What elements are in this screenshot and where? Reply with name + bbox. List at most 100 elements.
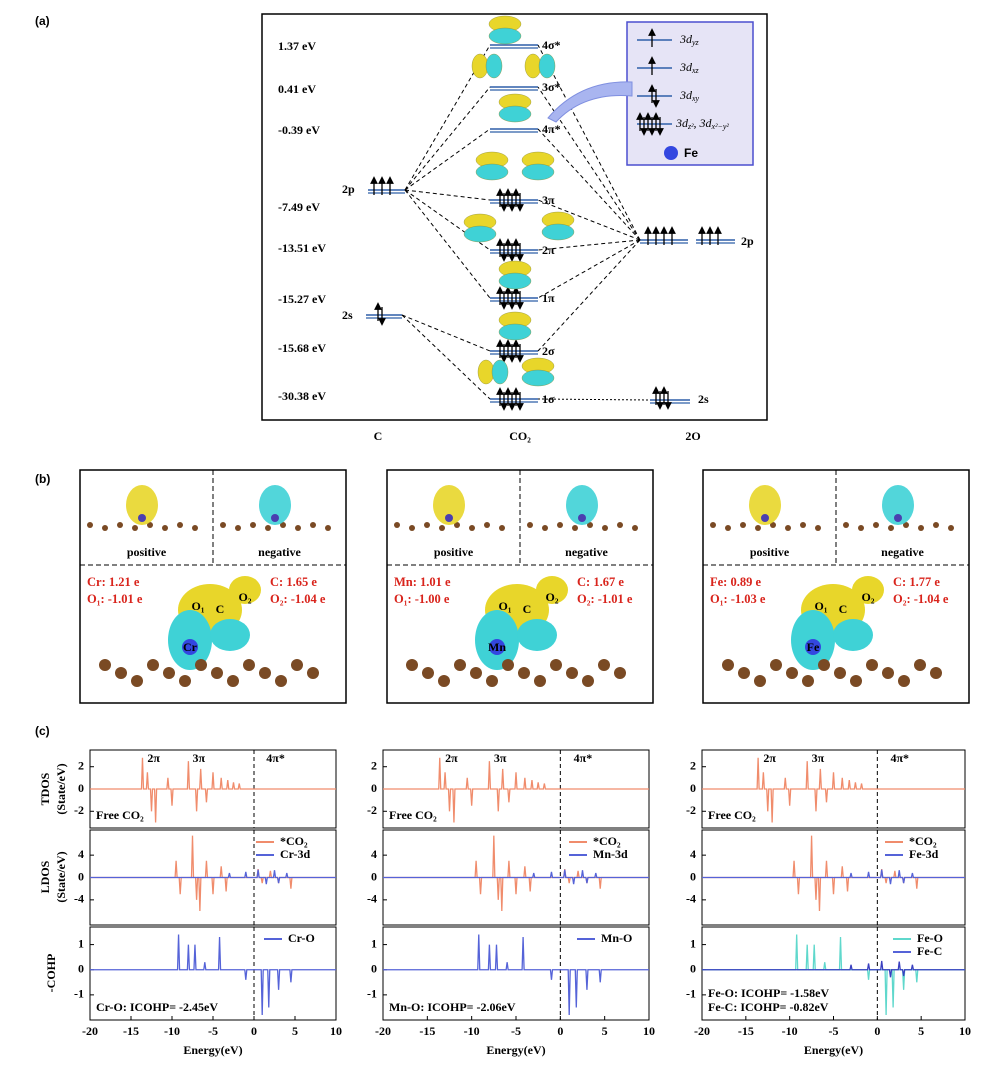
carbon-atom	[815, 525, 821, 531]
carbon-atom	[177, 522, 183, 528]
energy-label: -13.51 eV	[278, 241, 326, 255]
legend-text-part: xz	[691, 66, 700, 75]
correlation-line	[537, 44, 641, 241]
carbon-atom	[280, 522, 286, 528]
orbital-lobe	[485, 53, 503, 79]
legend-text: Fe-O	[917, 931, 943, 945]
legend-atom: Fe	[684, 146, 698, 160]
carbon-atom	[948, 525, 954, 531]
carbon-atom	[785, 525, 791, 531]
legend-text-part: , 3d	[694, 116, 713, 130]
level-label: 2p	[342, 182, 355, 196]
x-axis-label: Energy(eV)	[804, 1043, 863, 1057]
metal-atom	[894, 514, 902, 522]
x-tick-label: -15	[123, 1024, 139, 1038]
x-axis-label: Energy(eV)	[486, 1043, 545, 1057]
y-tick-label: -1	[74, 987, 84, 1001]
x-tick-label: 5	[918, 1024, 924, 1038]
atom-label: O₂	[546, 590, 559, 604]
carbon-atom	[873, 522, 879, 528]
carbon-atom	[710, 522, 716, 528]
carbon-atom	[918, 525, 924, 531]
x-tick-label: 10	[330, 1024, 342, 1038]
carbon-atom	[602, 525, 608, 531]
carbon-atom	[99, 659, 111, 671]
energy-label: 1.37 eV	[278, 39, 316, 53]
correlation-line	[404, 128, 491, 191]
plot-note: Fe-C: ICOHP= -0.82eV	[708, 1000, 829, 1014]
x-tick-label: 0	[557, 1024, 563, 1038]
metal-atom	[489, 639, 505, 655]
plot-note: Cr-O: ICOHP= -2.45eV	[96, 1000, 218, 1014]
carbon-atom	[542, 525, 548, 531]
legend-text-part: x²−y²	[711, 122, 730, 131]
spectrum-sketch	[702, 960, 965, 978]
y-tick-label: 0	[371, 869, 377, 883]
legend-text-part: xy	[691, 94, 700, 103]
carbon-atom	[325, 525, 331, 531]
legend-text: Fe-C	[917, 944, 942, 958]
y-tick-label: -4	[367, 892, 377, 906]
plot-note: Free CO₂	[96, 808, 144, 822]
carbon-atom	[587, 522, 593, 528]
energy-label: -7.49 eV	[278, 200, 320, 214]
y-axis-label: LDOS	[38, 860, 52, 893]
atom-label: Mn	[488, 640, 506, 654]
carbon-atom	[220, 522, 226, 528]
carbon-atom	[259, 667, 271, 679]
peak-label: 4π*	[266, 751, 285, 765]
carbon-atom	[834, 667, 846, 679]
carbon-atom	[179, 675, 191, 687]
y-tick-label: 0	[371, 781, 377, 795]
energy-label: -15.27 eV	[278, 292, 326, 306]
atom-label: C	[216, 602, 225, 616]
x-tick-label: 0	[874, 1024, 880, 1038]
charge-label: O₁: -1.03 e	[710, 592, 766, 606]
orbital-lobe	[498, 323, 532, 341]
carbon-atom	[800, 522, 806, 528]
carbon-atom	[422, 667, 434, 679]
carbon-atom	[930, 667, 942, 679]
x-tick-label: 0	[251, 1024, 257, 1038]
y-tick-label: -4	[74, 892, 84, 906]
carbon-atom	[484, 522, 490, 528]
carbon-atom	[882, 667, 894, 679]
legend-text-part: z²	[687, 122, 694, 131]
peak-label: 2π	[147, 751, 160, 765]
charge-label: O₂: -1.04 e	[270, 592, 326, 606]
atom-label: Cr	[183, 640, 198, 654]
x-tick-label: -20	[694, 1024, 710, 1038]
carbon-atom	[534, 675, 546, 687]
carbon-atom	[499, 525, 505, 531]
energy-label: -15.68 eV	[278, 341, 326, 355]
charge-label: Mn: 1.01 e	[394, 575, 451, 589]
carbon-atom	[192, 525, 198, 531]
peak-label: 4π*	[574, 751, 593, 765]
y-tick-label: -2	[367, 803, 377, 817]
carbon-atom	[898, 675, 910, 687]
y-tick-label: -2	[74, 803, 84, 817]
charge-label: O₂: -1.04 e	[893, 592, 949, 606]
legend-text-part: 3d	[675, 116, 689, 130]
y-tick-label: 4	[78, 847, 84, 861]
legend-text-part: yz	[691, 38, 700, 47]
carbon-atom	[307, 667, 319, 679]
y-tick-label: -4	[686, 892, 696, 906]
x-tick-label: -5	[829, 1024, 839, 1038]
y-tick-label: 0	[371, 961, 377, 975]
carbon-atom	[117, 522, 123, 528]
metal-atom	[182, 639, 198, 655]
carbon-atom	[243, 659, 255, 671]
carbon-atom	[858, 525, 864, 531]
x-tick-label: 10	[643, 1024, 655, 1038]
carbon-atom	[310, 522, 316, 528]
x-tick-label: -10	[464, 1024, 480, 1038]
orbital-lobe	[538, 53, 556, 79]
x-tick-label: -20	[82, 1024, 98, 1038]
atom-label: O₁	[499, 599, 512, 613]
carbon-atom	[454, 522, 460, 528]
atom-marker	[664, 146, 678, 160]
carbon-atom	[566, 667, 578, 679]
metal-atom	[445, 514, 453, 522]
carbon-atom	[818, 659, 830, 671]
